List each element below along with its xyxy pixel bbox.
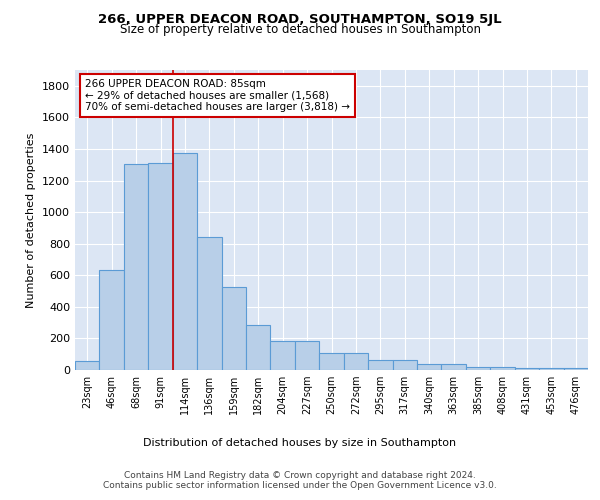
Bar bbox=[271, 341, 295, 370]
Bar bbox=[75, 362, 100, 370]
Bar bbox=[100, 270, 124, 370]
Bar bbox=[173, 153, 197, 370]
Text: Distribution of detached houses by size in Southampton: Distribution of detached houses by size … bbox=[143, 438, 457, 448]
Bar bbox=[319, 352, 344, 370]
Text: Size of property relative to detached houses in Southampton: Size of property relative to detached ho… bbox=[119, 22, 481, 36]
Bar bbox=[124, 164, 148, 370]
Bar bbox=[148, 163, 173, 370]
Bar bbox=[490, 367, 515, 370]
Y-axis label: Number of detached properties: Number of detached properties bbox=[26, 132, 37, 308]
Bar bbox=[417, 364, 442, 370]
Bar bbox=[539, 368, 563, 370]
Text: 266 UPPER DEACON ROAD: 85sqm
← 29% of detached houses are smaller (1,568)
70% of: 266 UPPER DEACON ROAD: 85sqm ← 29% of de… bbox=[85, 79, 350, 112]
Bar bbox=[515, 368, 539, 370]
Bar bbox=[442, 364, 466, 370]
Bar bbox=[197, 236, 221, 370]
Bar bbox=[246, 325, 271, 370]
Text: 266, UPPER DEACON ROAD, SOUTHAMPTON, SO19 5JL: 266, UPPER DEACON ROAD, SOUTHAMPTON, SO1… bbox=[98, 12, 502, 26]
Bar bbox=[295, 341, 319, 370]
Bar bbox=[392, 360, 417, 370]
Bar bbox=[563, 368, 588, 370]
Bar bbox=[466, 367, 490, 370]
Bar bbox=[368, 360, 392, 370]
Bar bbox=[221, 287, 246, 370]
Text: Contains HM Land Registry data © Crown copyright and database right 2024.
Contai: Contains HM Land Registry data © Crown c… bbox=[103, 470, 497, 490]
Bar bbox=[344, 352, 368, 370]
